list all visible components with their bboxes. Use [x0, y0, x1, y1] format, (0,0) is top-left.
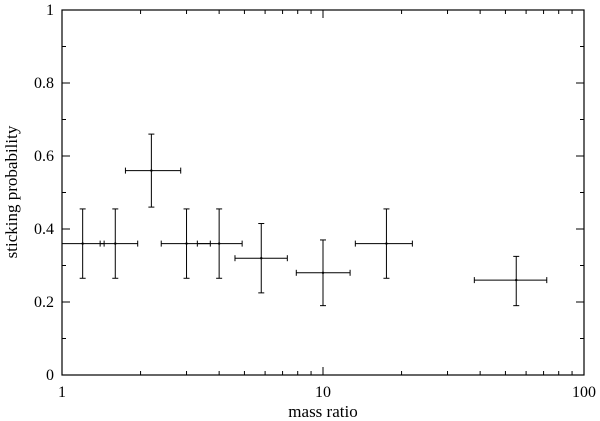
data-marker	[515, 278, 518, 282]
data-point	[124, 133, 182, 208]
y-tick-label: 1	[46, 2, 54, 19]
plot-frame	[61, 9, 585, 376]
axis-ticks	[61, 9, 584, 376]
data-marker	[81, 242, 84, 245]
y-tick-label: 0.8	[34, 75, 54, 92]
data-point	[99, 208, 139, 279]
data-marker	[385, 242, 388, 245]
y-tick-label: 0	[46, 367, 54, 384]
y-tick-label: 0.6	[34, 148, 54, 165]
data-points	[61, 133, 548, 307]
data-marker	[150, 169, 153, 172]
data-marker	[321, 271, 325, 274]
data-point	[354, 208, 413, 279]
y-tick-label: 0.2	[34, 294, 54, 311]
data-point	[196, 208, 243, 279]
data-point	[61, 208, 105, 279]
data-point	[234, 223, 288, 294]
x-axis-label: mass ratio	[288, 402, 357, 421]
data-marker	[114, 242, 117, 245]
data-marker	[217, 242, 221, 245]
y-axis-label: sticking probability	[2, 125, 21, 258]
data-point	[473, 255, 548, 307]
tick-labels: 0 0.2 0.4 0.6 0.8 1 1 10 100	[34, 2, 596, 401]
x-tick-label: 1	[58, 384, 66, 401]
x-tick-label: 10	[315, 384, 331, 401]
x-tick-label: 100	[572, 384, 596, 401]
y-tick-label: 0.4	[34, 221, 54, 238]
data-marker	[185, 242, 188, 245]
data-marker	[260, 257, 263, 260]
data-point	[295, 239, 351, 307]
